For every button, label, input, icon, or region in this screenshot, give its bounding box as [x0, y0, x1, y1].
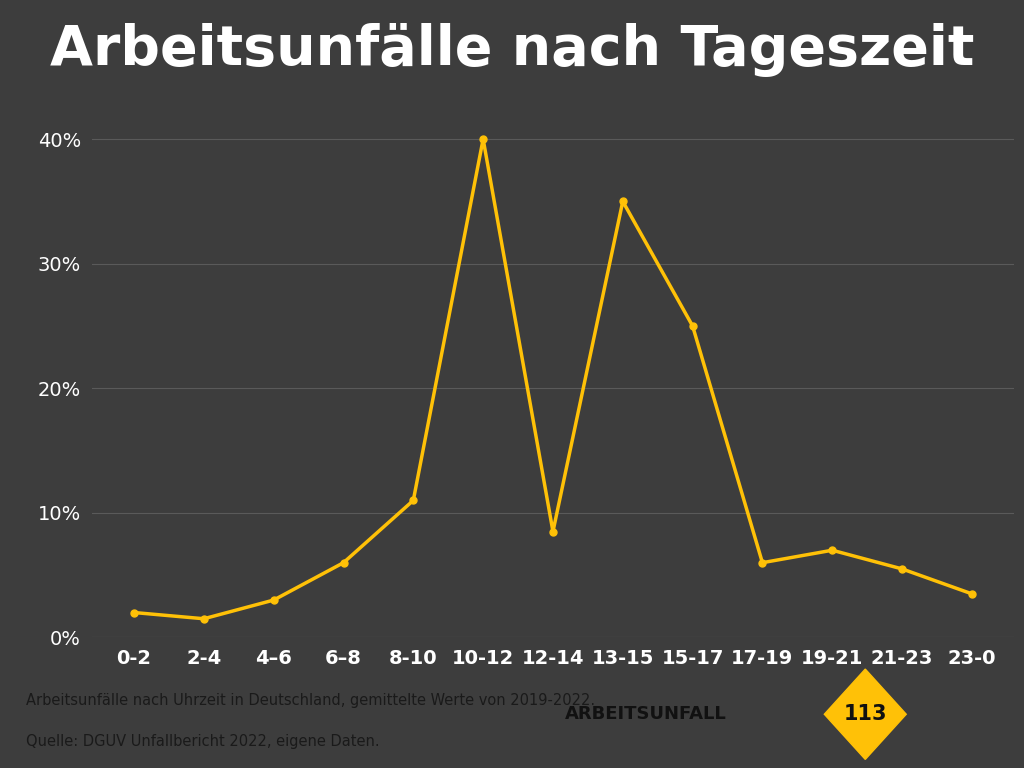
- Text: Arbeitsunfälle nach Uhrzeit in Deutschland, gemittelte Werte von 2019-2022.: Arbeitsunfälle nach Uhrzeit in Deutschla…: [26, 693, 595, 708]
- Text: ARBEITSUNFALL: ARBEITSUNFALL: [565, 705, 727, 723]
- Polygon shape: [824, 669, 906, 760]
- Text: Quelle: DGUV Unfallbericht 2022, eigene Daten.: Quelle: DGUV Unfallbericht 2022, eigene …: [26, 733, 379, 749]
- Text: 113: 113: [844, 704, 887, 724]
- Text: Arbeitsunfälle nach Tageszeit: Arbeitsunfälle nach Tageszeit: [50, 23, 974, 77]
